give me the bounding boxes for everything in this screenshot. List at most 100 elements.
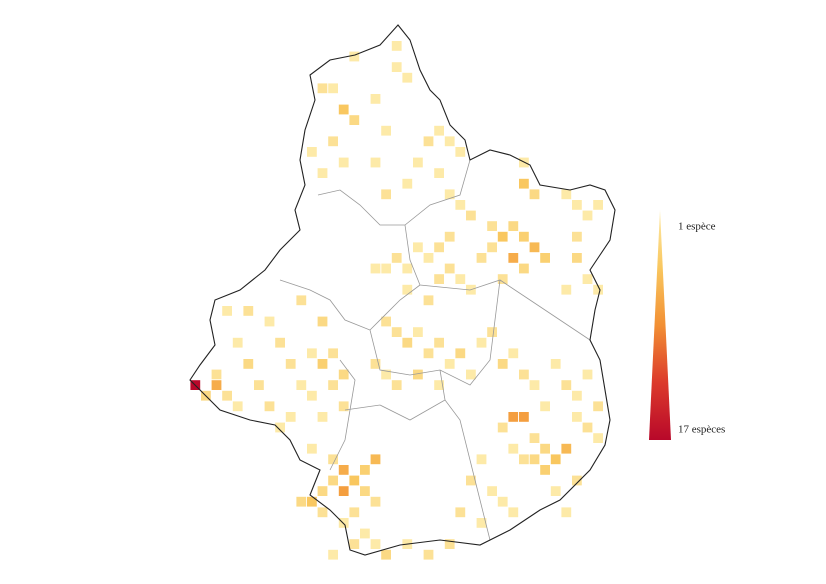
grid-cell bbox=[433, 379, 445, 391]
grid-cell bbox=[242, 358, 255, 370]
grid-cell bbox=[475, 252, 488, 264]
grid-cell bbox=[454, 273, 467, 285]
grid-cell bbox=[518, 262, 530, 275]
grid-cell bbox=[274, 421, 286, 434]
border bbox=[344, 399, 446, 421]
grid-cell bbox=[592, 199, 604, 211]
grid-cell bbox=[528, 379, 541, 391]
grid-cell bbox=[327, 379, 339, 391]
grid-cell bbox=[337, 485, 350, 497]
grid-cell bbox=[571, 252, 583, 264]
grid-cell bbox=[496, 421, 509, 434]
grid-cell bbox=[327, 347, 339, 360]
grid-cell bbox=[231, 336, 244, 349]
grid-cell bbox=[348, 538, 361, 550]
grid-cell bbox=[369, 156, 382, 169]
grid-cell bbox=[465, 209, 477, 222]
grid-cell bbox=[306, 442, 318, 455]
grid-cell bbox=[571, 474, 583, 487]
grid-cell bbox=[390, 40, 403, 52]
grid-cell bbox=[306, 146, 318, 158]
grid-cell bbox=[327, 549, 339, 561]
grid-cell bbox=[390, 252, 403, 264]
grid-cell bbox=[539, 252, 551, 264]
grid-cell bbox=[348, 114, 361, 126]
grid-cell bbox=[581, 421, 594, 434]
legend-min-label: 1 espèce bbox=[678, 221, 716, 233]
grid-cell bbox=[369, 453, 382, 466]
grid-cell bbox=[550, 358, 562, 370]
grid-cell bbox=[528, 188, 541, 201]
grid-cell bbox=[496, 358, 509, 370]
grid-cell bbox=[369, 538, 382, 550]
grid-cell bbox=[401, 262, 414, 275]
grid-cell bbox=[253, 379, 265, 391]
grid-cell bbox=[571, 411, 583, 423]
grid-cell bbox=[284, 411, 297, 423]
grid-cell bbox=[390, 326, 403, 338]
grid-cell bbox=[231, 400, 244, 413]
grid-cell bbox=[337, 464, 350, 476]
grid-cell bbox=[401, 72, 414, 84]
grid-cell bbox=[581, 209, 594, 222]
grid-cell bbox=[475, 453, 488, 466]
grid-cell bbox=[433, 167, 445, 179]
grid-cell bbox=[518, 368, 530, 381]
grid-cell bbox=[592, 432, 604, 444]
grid-cell bbox=[295, 379, 308, 391]
border bbox=[404, 224, 591, 341]
grid-cell bbox=[550, 485, 562, 497]
grid-cell bbox=[443, 358, 456, 370]
grid-cell bbox=[401, 283, 414, 296]
grid-cell bbox=[550, 453, 562, 466]
border bbox=[439, 369, 491, 541]
grid-cell bbox=[359, 464, 371, 476]
grid-cell bbox=[348, 474, 361, 487]
grid-cell bbox=[560, 379, 573, 391]
grid-cell bbox=[560, 506, 573, 519]
grid-cell bbox=[454, 347, 467, 360]
grid-cell bbox=[528, 453, 541, 466]
grid-cell bbox=[337, 400, 350, 413]
grid-cell bbox=[242, 305, 255, 317]
grid-cell bbox=[422, 252, 435, 264]
grid-cell bbox=[507, 252, 520, 264]
grid-cell bbox=[581, 368, 594, 381]
grid-cell bbox=[359, 527, 371, 540]
grid-cell bbox=[507, 506, 520, 519]
grid-cell bbox=[592, 283, 604, 296]
grid-cell bbox=[528, 432, 541, 444]
grid-cell bbox=[433, 273, 445, 285]
border bbox=[317, 159, 471, 226]
grid-cell bbox=[316, 315, 329, 328]
grid-cell bbox=[539, 464, 551, 476]
grid-cell bbox=[306, 495, 318, 508]
department-borders bbox=[279, 159, 591, 541]
grid-cell bbox=[412, 156, 424, 169]
grid-cell bbox=[263, 315, 276, 328]
grid-cell bbox=[316, 358, 329, 370]
grid-cell bbox=[295, 495, 308, 508]
grid-cell bbox=[221, 305, 233, 317]
grid-cell bbox=[454, 199, 467, 211]
grid-cell bbox=[571, 199, 583, 211]
grid-cell bbox=[443, 188, 456, 201]
grid-cell bbox=[560, 283, 573, 296]
grid-cell bbox=[592, 400, 604, 413]
grid-cell bbox=[539, 400, 551, 413]
legend-max-label: 17 espèces bbox=[678, 424, 725, 436]
grid-cell bbox=[380, 262, 392, 275]
grid-cell bbox=[210, 368, 223, 381]
grid-cell bbox=[390, 379, 403, 391]
grid-cell bbox=[486, 326, 498, 338]
grid-cell bbox=[316, 82, 329, 95]
grid-cell bbox=[369, 495, 382, 508]
grid-cell bbox=[454, 506, 467, 519]
legend-ramp bbox=[649, 210, 671, 440]
grid-cell bbox=[327, 82, 339, 95]
grid-cell bbox=[422, 347, 435, 360]
grid-cell bbox=[380, 315, 392, 328]
border bbox=[279, 279, 501, 386]
grid-cell bbox=[422, 294, 435, 307]
grid-cell bbox=[327, 135, 339, 148]
